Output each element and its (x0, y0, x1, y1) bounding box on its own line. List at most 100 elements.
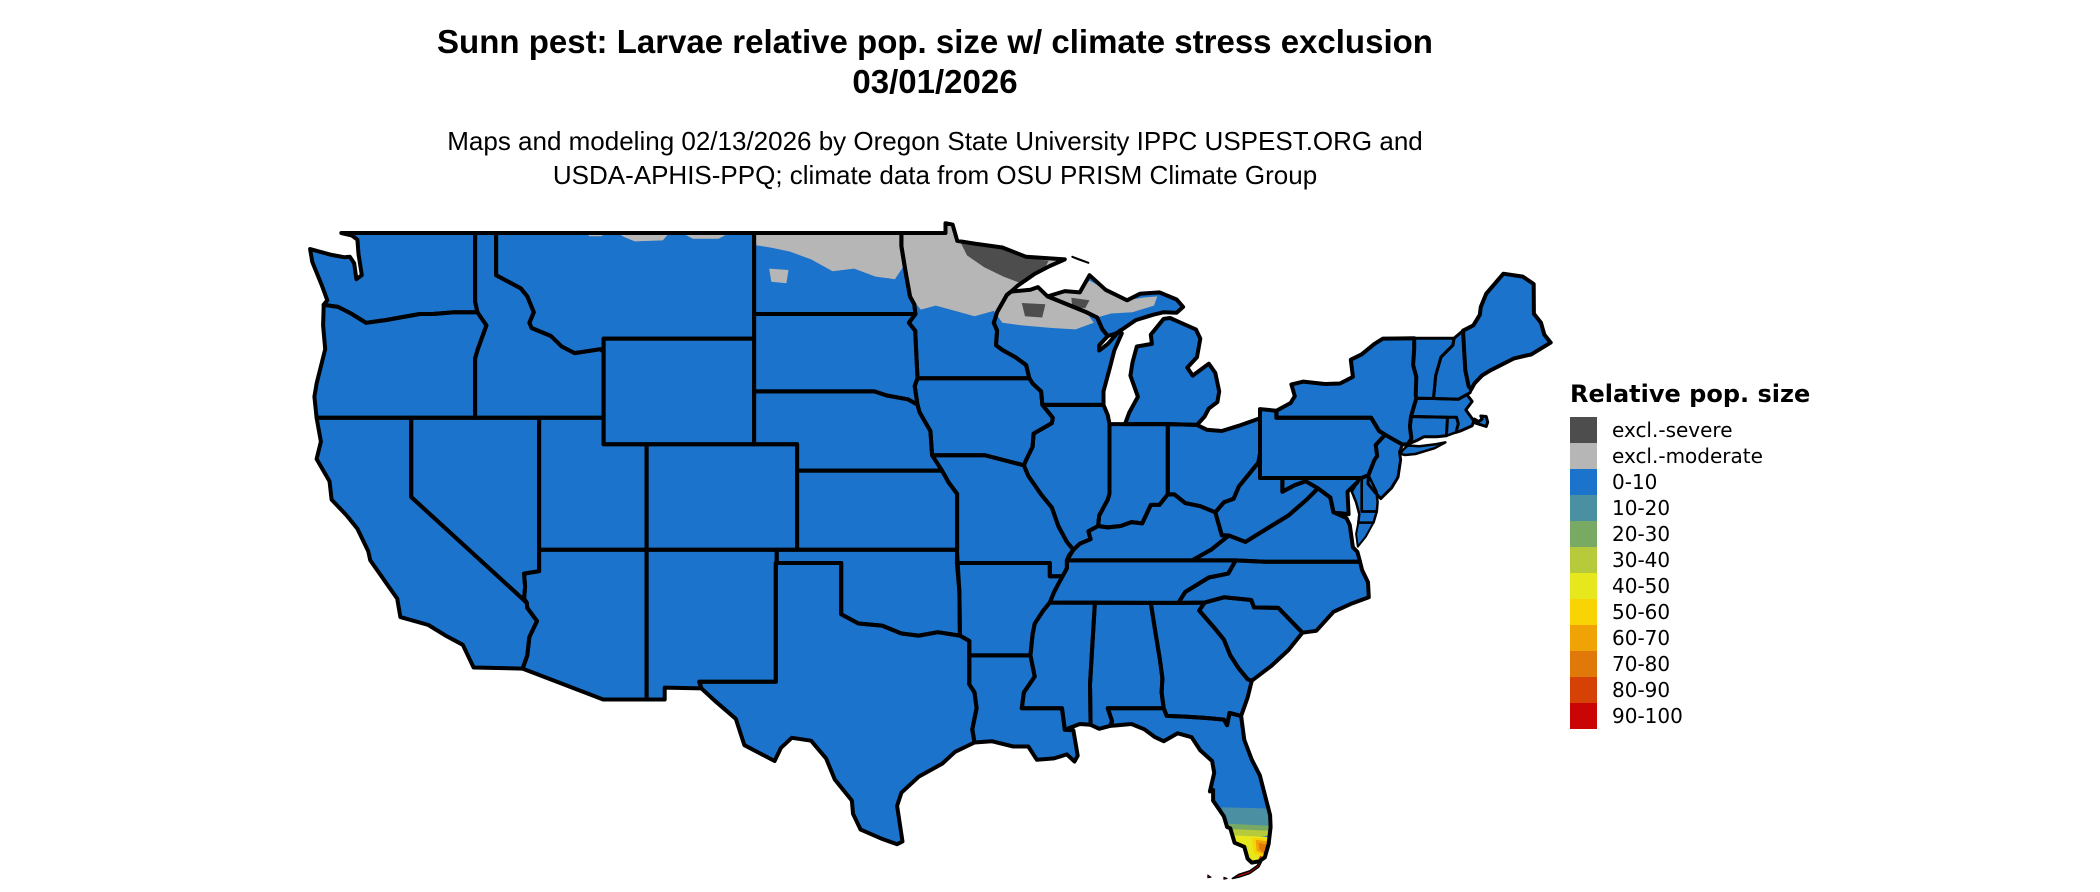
legend-swatch (1570, 625, 1597, 651)
legend-item: 30-40 (1570, 547, 1810, 573)
state-oregon (314, 304, 487, 418)
state-pennsylvania (1260, 409, 1386, 478)
legend-swatch (1570, 417, 1597, 443)
state-kansas (797, 470, 958, 550)
map-title-line1: Sunn pest: Larvae relative pop. size w/ … (437, 23, 1433, 60)
state-mississippi (1021, 602, 1095, 730)
raster-patch-excl-moderate-minnesota (901, 223, 1065, 317)
state-border-long-island (1398, 441, 1447, 457)
raster-patch-excl-severe-upper-michigan (1071, 297, 1090, 309)
legend: Relative pop. size excl.-severe excl.-mod… (1570, 380, 1810, 729)
state-washington (310, 233, 478, 323)
legend-label: 20-30 (1612, 522, 1671, 546)
legend-item: 40-50 (1570, 573, 1810, 599)
state-oklahoma (776, 549, 960, 636)
legend-title: Relative pop. size (1570, 380, 1811, 408)
raster-patch-excl-moderate-north-dakota (754, 233, 905, 280)
map-header: Sunn pest: Larvae relative pop. size w/ … (0, 22, 1870, 102)
state-california (316, 417, 537, 669)
state-idaho (475, 233, 604, 418)
state-south-dakota (754, 314, 918, 405)
state-border-texas (697, 561, 979, 847)
legend-swatch (1570, 677, 1597, 703)
state-border-virginia-eastern-shore (1355, 521, 1375, 548)
state-new-york (1276, 338, 1417, 445)
raster-patch-excl-moderate-montana-mid (617, 233, 670, 242)
state-border-arizona (520, 547, 649, 702)
state-maryland (1282, 478, 1360, 515)
legend-label: 90-100 (1612, 704, 1683, 728)
legend-item: 60-70 (1570, 625, 1810, 651)
state-border-dry-tortugas (1207, 874, 1212, 879)
legend-swatch (1570, 443, 1597, 469)
legend-item: 90-100 (1570, 703, 1810, 729)
state-utah (539, 417, 647, 550)
state-border-maine (1461, 271, 1553, 392)
state-new-mexico (646, 549, 777, 700)
legend-label: 50-60 (1612, 600, 1671, 624)
state-maryland-eastern-shore (1351, 478, 1377, 523)
state-border-mississippi (1019, 600, 1097, 732)
state-arizona (522, 549, 647, 700)
state-border-florida-keys (1231, 860, 1263, 880)
legend-swatch (1570, 599, 1597, 625)
state-border-florida (1105, 706, 1273, 865)
raster-patch-excl-moderate-north-dakota-2 (769, 268, 789, 284)
state-connecticut (1407, 416, 1448, 445)
state-michigan-lower (1125, 318, 1220, 425)
state-montana (496, 233, 755, 354)
state-tennessee (1049, 560, 1236, 603)
legend-label: 10-20 (1612, 496, 1671, 520)
state-missouri (932, 455, 1074, 577)
state-border-michigan-upper (1045, 273, 1186, 338)
legend-item: 10-20 (1570, 495, 1810, 521)
state-border-michigan-lower (1123, 316, 1222, 427)
raster-patch-excl-severe-minnesota-arrowhead (960, 242, 1049, 284)
state-arkansas (956, 563, 1063, 656)
state-delaware (1361, 475, 1378, 512)
state-nevada (411, 417, 540, 603)
legend-swatch (1570, 469, 1597, 495)
state-maine (1463, 273, 1551, 390)
state-illinois (1023, 404, 1110, 550)
state-north-carolina (1178, 560, 1369, 633)
map-title-date: 03/01/2026 (852, 63, 1018, 100)
map-subtitle-line2: USDA-APHIS-PPQ; climate data from OSU PR… (552, 160, 1318, 190)
legend-swatch (1570, 547, 1597, 573)
legend-label: 40-50 (1612, 574, 1671, 598)
raster-patch-excl-moderate-upper-michigan (1047, 280, 1158, 318)
legend-swatch (1570, 521, 1597, 547)
state-alabama (1090, 602, 1164, 729)
state-kentucky (1066, 494, 1229, 561)
legend-item: 0-10 (1570, 469, 1810, 495)
legend-label: 60-70 (1612, 626, 1671, 650)
legend-label: 80-90 (1612, 678, 1671, 702)
legend-item: 50-60 (1570, 599, 1810, 625)
raster-patch-excl-severe-wisconsin (1021, 303, 1046, 318)
state-new-hampshire (1433, 330, 1472, 400)
state-indiana (1098, 424, 1168, 528)
map-subtitle: Maps and modeling 02/13/2026 by Oregon S… (0, 124, 1870, 192)
state-wyoming (603, 338, 755, 445)
legend-label: 70-80 (1612, 652, 1671, 676)
state-border-isle-royale (1071, 255, 1090, 264)
map-subtitle-line1: Maps and modeling 02/13/2026 by Oregon S… (447, 126, 1423, 156)
legend-item: 70-80 (1570, 651, 1810, 677)
state-border-marquesas-keys (1223, 876, 1228, 880)
state-west-virginia (1215, 453, 1318, 542)
legend-items: excl.-severe excl.-moderate 0-10 10-20 20-30… (1570, 417, 1810, 729)
legend-swatch (1570, 651, 1597, 677)
state-texas (699, 563, 977, 845)
legend-label: 0-10 (1612, 470, 1658, 494)
legend-label: excl.-severe (1612, 418, 1733, 442)
state-iowa (914, 378, 1053, 466)
legend-swatch (1570, 573, 1597, 599)
legend-label: 30-40 (1612, 548, 1671, 572)
legend-swatch (1570, 703, 1597, 729)
state-nebraska (754, 391, 942, 471)
legend-item: excl.-moderate (1570, 443, 1810, 469)
legend-item: excl.-severe (1570, 417, 1810, 443)
legend-label: excl.-moderate (1612, 444, 1763, 468)
state-georgia (1150, 602, 1252, 726)
